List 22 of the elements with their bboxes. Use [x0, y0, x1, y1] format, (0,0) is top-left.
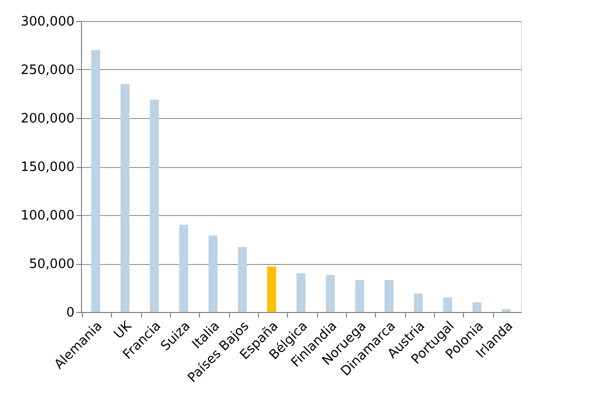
y-tick-label: 0	[66, 306, 74, 320]
bar	[443, 297, 452, 312]
bar	[120, 84, 130, 312]
y-tick-label: 200,000	[20, 112, 74, 126]
y-tick-label: 300,000	[20, 14, 74, 30]
bar	[267, 266, 276, 312]
y-tick-label: 150,000	[20, 160, 74, 175]
bar	[414, 294, 423, 312]
y-tick-label: 100,000	[20, 208, 74, 224]
bar	[91, 50, 100, 312]
y-tick-label: 250,000	[20, 63, 74, 78]
y-tick-label: 50,000	[29, 257, 74, 272]
bar	[238, 247, 247, 312]
bar	[472, 302, 482, 312]
bar	[179, 224, 188, 312]
bar	[326, 275, 335, 312]
bar	[208, 235, 218, 312]
bar	[502, 309, 511, 312]
bar	[296, 273, 306, 312]
bar	[384, 280, 394, 312]
bar	[355, 280, 364, 312]
bar	[150, 100, 159, 312]
